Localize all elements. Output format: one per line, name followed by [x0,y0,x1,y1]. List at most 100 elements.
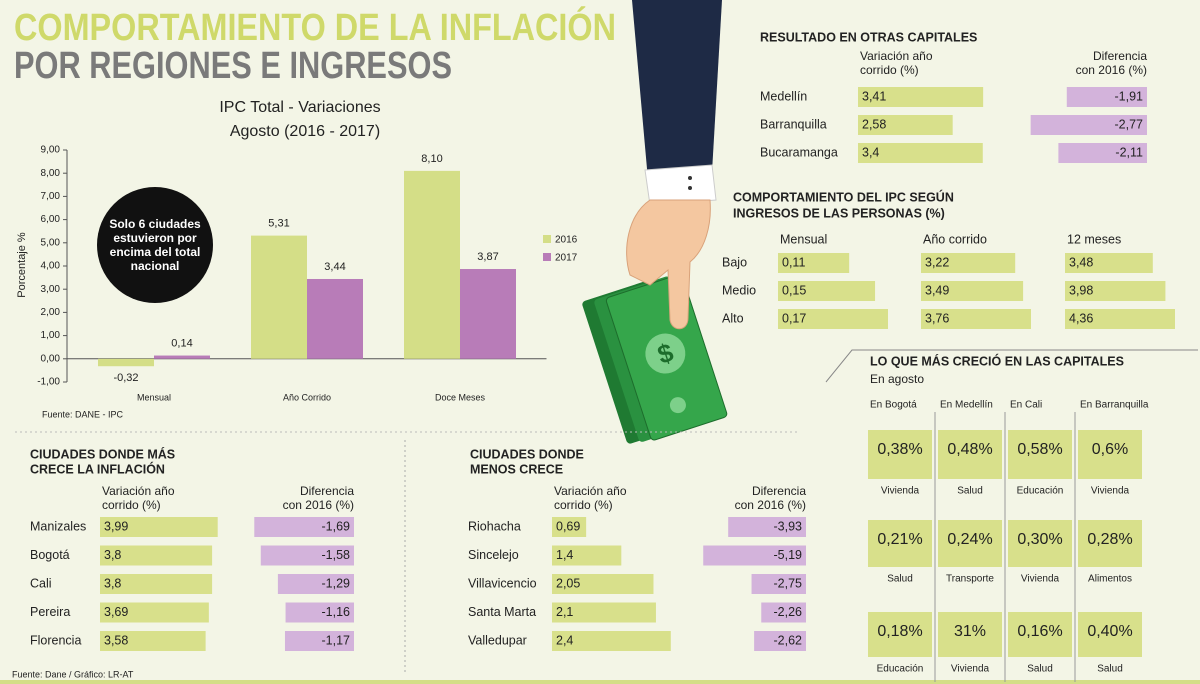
column-header: con 2016 (%) [1076,63,1147,77]
bar [460,269,516,359]
bill-seal [669,397,686,414]
city-name: En Barranquilla [1080,400,1149,411]
sleeve [632,0,722,180]
value-label: 3,44 [324,261,345,273]
column-header: corrido (%) [860,63,919,77]
row-label: Bogotá [30,548,70,562]
row-label: Bajo [722,255,747,269]
bar [307,278,363,359]
column-header: corrido (%) [554,498,613,512]
row-label: Bucaramanga [760,145,838,159]
column-header: Variación año [554,484,627,498]
growth-value: 0,40% [1087,623,1132,640]
value-label: -1,16 [322,605,351,619]
column-header: corrido (%) [102,498,161,512]
bar [1030,115,1147,135]
value-label: 3,4 [862,145,879,159]
bar [254,517,354,537]
value-box [1078,520,1142,567]
row-label: Medio [722,283,756,297]
section-title: RESULTADO EN OTRAS CAPITALES [760,30,977,44]
bar [404,170,460,359]
column-header: Variación año [102,484,175,498]
y-tick-label: 0,00 [41,353,61,364]
city-name: En Cali [1010,400,1042,411]
content: -1,00 0,00 1,00 2,00 3,00 4,00 5,00 6,00 7,00 8,0… [30,30,1175,682]
bar [1065,281,1166,301]
value-label: 3,58 [104,633,128,647]
value-label: 2,05 [556,576,580,590]
value-box [938,430,1002,479]
value-label: 2,4 [556,633,573,647]
column-header: 12 meses [1067,232,1121,246]
value-label: -1,69 [322,519,351,533]
column-header: Diferencia [300,484,354,498]
value-label: -0,32 [113,372,138,384]
title-line-2: POR REGIONES E INGRESOS [14,45,452,87]
value-label: -2,75 [774,576,803,590]
growth-value: 0,30% [1017,531,1062,548]
y-tick-label: 6,00 [41,214,61,225]
row-label: Cali [30,576,52,590]
value-label: -2,62 [774,633,803,647]
legend-label: 2016 [555,235,578,246]
value-box [1078,612,1142,657]
growth-value: 0,6% [1092,441,1128,458]
annotation-badge [97,187,213,303]
growth-value: 0,38% [877,441,922,458]
y-tick-label: 1,00 [41,330,61,341]
section-title: MENOS CRECE [470,462,563,476]
bar [761,602,806,623]
bar [858,115,953,135]
bar [552,545,622,566]
bar [285,602,354,623]
value-label: 3,76 [925,311,949,325]
bar [100,631,206,651]
y-tick-label: 8,00 [41,168,61,179]
value-box [938,612,1002,657]
section-title: CIUDADES DONDE [470,447,584,461]
bar [100,574,213,594]
row-label: Florencia [30,633,81,647]
value-box [1078,430,1142,479]
value-label: 4,36 [1069,311,1093,325]
row-label: Valledupar [468,633,527,647]
column-header: Mensual [780,232,827,246]
growth-category: Educación [877,664,924,675]
growth-value: 0,21% [877,531,922,548]
value-label: -2,11 [1115,145,1143,159]
value-label: 8,10 [421,153,442,165]
value-box [1008,430,1072,479]
growth-category: Vivienda [1091,486,1130,497]
shirt-cuff [644,164,717,206]
legend-swatch [543,235,551,243]
bar [921,281,1024,301]
cuff-button [688,186,692,190]
value-label: 3,69 [104,605,128,619]
value-label: 5,31 [268,218,289,230]
value-label: -5,19 [774,548,803,562]
column-header: Diferencia [752,484,806,498]
growth-category: Vivienda [881,486,920,497]
value-label: -1,58 [322,548,351,562]
bar [100,602,209,623]
section-title: CRECE LA INFLACIÓN [30,461,165,476]
row-label: Medellín [760,89,807,103]
bar [552,631,671,651]
growth-category: Educación [1017,486,1064,497]
row-label: Santa Marta [468,605,536,619]
bar [100,517,218,537]
column-header: con 2016 (%) [283,498,354,512]
bar [98,358,154,367]
growth-value: 31% [954,623,986,640]
row-label: Villavicencio [468,576,537,590]
value-label: -2,77 [1115,117,1144,131]
value-label: 3,49 [925,283,949,297]
y-axis-label: Porcentaje % [16,232,28,298]
bar [1065,253,1153,273]
bar [260,545,354,566]
bar [552,517,587,537]
row-label: Barranquilla [760,117,827,131]
growth-category: Salud [1097,664,1123,675]
